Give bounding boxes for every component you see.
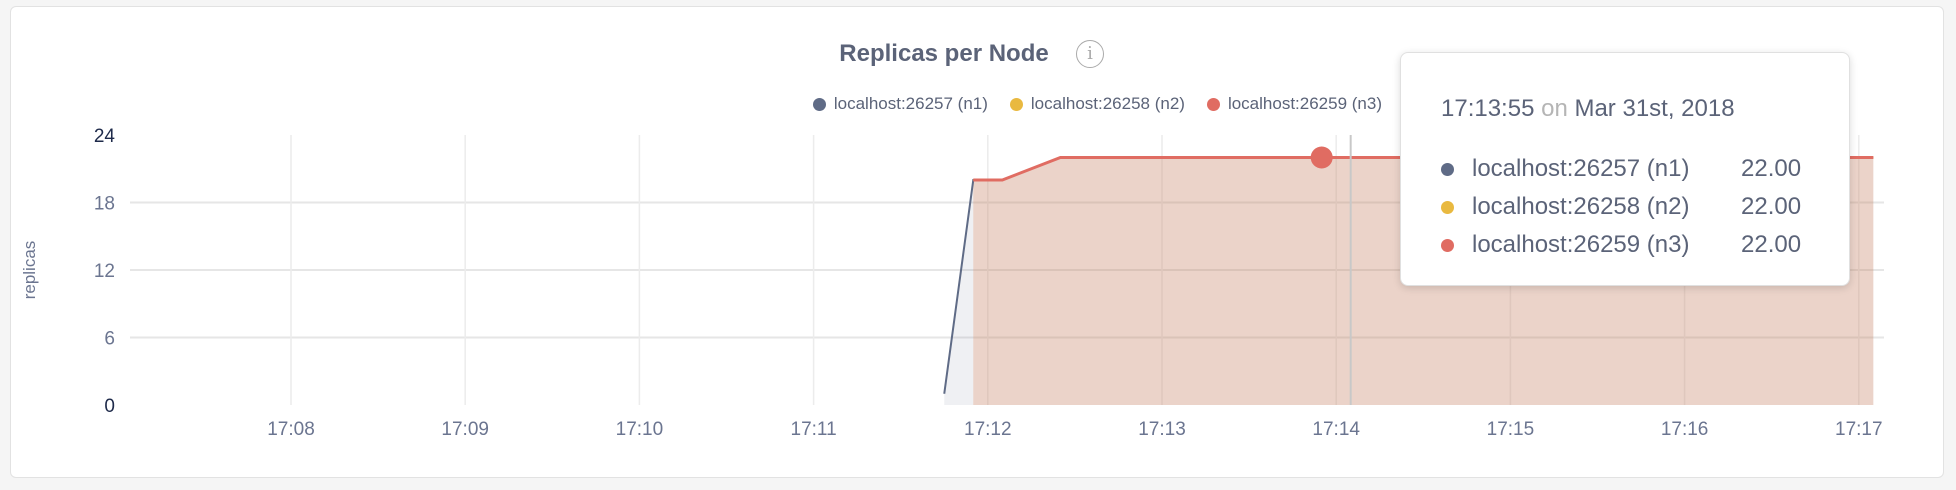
tooltip-label: localhost:26258 (n2) — [1472, 193, 1690, 220]
legend: localhost:26257 (n1) localhost:26258 (n2… — [812, 94, 1382, 114]
legend-dot — [1009, 97, 1023, 111]
series-dot — [1441, 200, 1454, 214]
y-tick-label: 6 — [104, 329, 115, 350]
tooltip-value: 22.00 — [1741, 231, 1802, 258]
x-tick-label: 17:16 — [1661, 419, 1709, 440]
x-tick-label: 17:08 — [267, 419, 315, 440]
legend-item-n3[interactable]: localhost:26259 (n3) — [1206, 94, 1382, 114]
tooltip-value: 22.00 — [1741, 155, 1802, 182]
x-tick-label: 17:13 — [1138, 419, 1186, 440]
legend-dot — [812, 97, 826, 111]
series-dot — [1441, 162, 1454, 176]
tooltip-row: localhost:26259 (n3) 22.00 — [1441, 231, 1801, 259]
legend-dot — [1206, 97, 1220, 111]
tooltip-on: on — [1541, 95, 1568, 122]
legend-label: localhost:26257 (n1) — [833, 94, 988, 113]
tooltip-label: localhost:26259 (n3) — [1472, 231, 1690, 258]
x-tick-label: 17:09 — [441, 419, 489, 440]
tooltip-label: localhost:26257 (n1) — [1472, 155, 1690, 182]
x-tick-label: 17:15 — [1487, 419, 1535, 440]
tooltip-row: localhost:26257 (n1) 22.00 — [1441, 155, 1801, 183]
series-dot — [1441, 238, 1454, 252]
x-tick-label: 17:14 — [1312, 419, 1360, 440]
tooltip-date: Mar 31st, 2018 — [1574, 95, 1735, 122]
hover-point — [1310, 146, 1333, 169]
x-tick-label: 17:17 — [1835, 419, 1883, 440]
x-tick-label: 17:11 — [791, 419, 837, 440]
x-tick-label: 17:10 — [616, 419, 664, 440]
legend-label: localhost:26258 (n2) — [1030, 94, 1185, 113]
y-tick-label: 24 — [94, 126, 116, 147]
chart-title: Replicas per Node — [839, 40, 1049, 67]
tooltip-time: 17:13:55 — [1441, 95, 1535, 122]
tooltip-value: 22.00 — [1741, 193, 1802, 220]
x-tick-label: 17:12 — [964, 419, 1012, 440]
y-tick-label: 12 — [94, 261, 115, 282]
y-tick-label: 0 — [104, 396, 115, 417]
legend-item-n2[interactable]: localhost:26258 (n2) — [1009, 94, 1185, 114]
tooltip-row: localhost:26258 (n2) 22.00 — [1441, 193, 1801, 221]
info-icon[interactable]: i — [1076, 40, 1104, 68]
tooltip-header: 17:13:55 on Mar 31st, 2018 — [1441, 95, 1735, 123]
tooltip: 17:13:55 on Mar 31st, 2018 localhost:262… — [1400, 52, 1850, 286]
legend-label: localhost:26259 (n3) — [1227, 94, 1382, 113]
legend-item-n1[interactable]: localhost:26257 (n1) — [812, 94, 988, 114]
y-tick-label: 18 — [94, 194, 115, 215]
